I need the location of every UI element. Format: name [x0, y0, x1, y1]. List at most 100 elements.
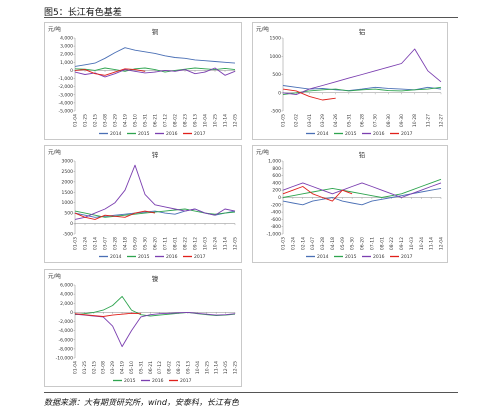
x-ticks: 01-03 01-24 02-14 03-07 03-28 04-18 05-09 05-30… [73, 223, 239, 250]
series-line-2015 [282, 178, 442, 198]
x-tick-label: 10-28 [412, 114, 418, 127]
legend-label: 2016 [373, 254, 385, 260]
series-lines [282, 178, 442, 206]
y-tick-label: -800 [271, 224, 281, 230]
chart-copper: 元/吨 铜 4,000 3,000 2,000 1,000 0 -1,000 -2,000 -3,… [48, 25, 239, 137]
x-tick-label: 10-25 [213, 114, 219, 127]
x-tick-label: 10-24 [419, 237, 425, 250]
x-tick-label: 08-02 [167, 361, 173, 374]
legend: 2014 2015 2016 2017 [99, 131, 206, 137]
x-tick-label: 05-10 [133, 114, 139, 127]
y-tick-label: -600 [271, 217, 281, 223]
x-tick-label: 05-30 [350, 237, 356, 250]
x-tick-label: 04-19 [123, 114, 129, 127]
y-tick-label: -500 [271, 109, 281, 115]
x-tick-label: 02-15 [93, 114, 99, 127]
x-tick-label: 09-13 [193, 114, 199, 127]
x-tick-label: 08-01 [173, 237, 179, 250]
x-tick-label: 11-14 [429, 237, 435, 250]
x-tick-label: 07-12 [163, 114, 169, 127]
y-tick-label: -2,000 [58, 319, 73, 325]
x-tick-label: 06-20 [360, 237, 366, 250]
chart-title: 镍 [152, 274, 159, 283]
legend-label: 2017 [194, 131, 206, 137]
y-tick-label: 600 [272, 173, 281, 179]
series-lines [74, 295, 236, 348]
x-tick-label: 09-13 [185, 361, 191, 374]
x-tick-label: 03-01 [307, 114, 313, 127]
legend-label: 2017 [401, 131, 413, 137]
series-lines [74, 164, 236, 220]
y-tick-label: 2,000 [60, 52, 73, 58]
x-tick-label: 01-24 [290, 237, 296, 250]
chart-title: 铝 [359, 27, 366, 36]
x-tick-label: 01-03 [73, 237, 79, 250]
y-tick-label: 0 [70, 68, 73, 74]
x-tick-label: 12-05 [223, 361, 229, 374]
x-tick-label: 01-03 [281, 237, 287, 250]
x-tick-label: 04-18 [330, 237, 336, 250]
panel-copper: 元/吨 铜 4,000 3,000 2,000 1,000 0 -1,000 -2,000 -3,… [44, 22, 242, 140]
series-line-2015 [282, 86, 442, 96]
x-tick-label: 06-28 [360, 114, 366, 127]
legend-label: 2016 [152, 378, 164, 384]
legend-label: 2017 [401, 254, 413, 260]
y-axis-label: 元/吨 [48, 25, 61, 33]
x-tick-label: 07-11 [369, 237, 375, 250]
series-lines [282, 48, 442, 101]
x-tick-label: 01-04 [73, 114, 79, 127]
y-tick-label: 2,000 [60, 301, 73, 307]
legend-label: 2014 [317, 131, 329, 137]
x-tick-label: 10-04 [203, 114, 209, 127]
y-tick-label: 500 [272, 72, 281, 78]
x-tick-label: 05-09 [133, 237, 139, 250]
x-tick-label: 01-25 [82, 361, 88, 374]
x-tick-label: 01-24 [83, 237, 89, 250]
x-tick-label: 12-25 [233, 361, 239, 374]
x-tick-label: 06-21 [153, 114, 159, 127]
y-tick-label: -1,000 [58, 76, 73, 82]
y-axis-label: 元/吨 [48, 148, 61, 156]
y-tick-label: 1500 [62, 190, 74, 196]
chart-title: 铜 [152, 27, 159, 36]
x-ticks: 01-04 01-25 02-15 03-08 03-29 04-19 05-10 05-31… [73, 70, 239, 127]
series-line-2016 [282, 182, 442, 198]
x-tick-label: 11-14 [223, 237, 229, 250]
x-tick-label: 03-28 [320, 237, 326, 250]
x-tick-label: 03-07 [310, 237, 316, 250]
x-tick-label: 02-15 [91, 361, 97, 374]
y-tick-label: 4,000 [60, 36, 73, 42]
series-line-2015 [74, 208, 236, 218]
y-tick-label: -400 [271, 210, 281, 216]
y-tick-label: 0 [70, 310, 73, 316]
x-tick-label: 05-09 [340, 237, 346, 250]
x-tick-label: 08-30 [386, 114, 392, 127]
legend-label: 2016 [373, 131, 385, 137]
y-tick-label: 1000 [62, 200, 74, 206]
series-line-2014 [282, 187, 442, 206]
x-tick-label: 10-25 [204, 361, 210, 374]
y-ticks: 4,000 3,000 2,000 1,000 0 -1,000 -2,000 -3,000 -… [58, 36, 75, 115]
x-tick-label: 05-31 [138, 361, 144, 374]
x-tick-label: 01-25 [83, 114, 89, 127]
panel-lead: 元/吨 铅 1,000 800 600 400 200 0 -200 -400 -600 -800 -1… [252, 145, 448, 263]
x-tick-label: 10-24 [213, 237, 219, 250]
y-tick-label: -4,000 [58, 100, 73, 106]
y-tick-label: 500 [64, 211, 73, 217]
chart-nickel: 元/吨 镍 6,000 4,000 2,000 0 -2,000 -4,000 -6,000 -8… [48, 272, 239, 384]
y-tick-label: -3,000 [58, 92, 73, 98]
x-tick-label: 10-03 [409, 237, 415, 250]
legend-label: 2015 [345, 131, 357, 137]
legend: 2014 2015 2016 2017 [306, 254, 413, 260]
y-tick-label: 3000 [62, 159, 74, 165]
y-tick-label: 2500 [62, 169, 74, 175]
legend: 2014 2015 2016 2017 [99, 254, 206, 260]
x-tick-label: 06-21 [148, 361, 154, 374]
series-line-2016 [74, 164, 236, 220]
legend: 2015 2016 2017 [113, 378, 192, 384]
x-tick-label: 02-14 [300, 237, 306, 250]
title-rule [44, 17, 458, 18]
